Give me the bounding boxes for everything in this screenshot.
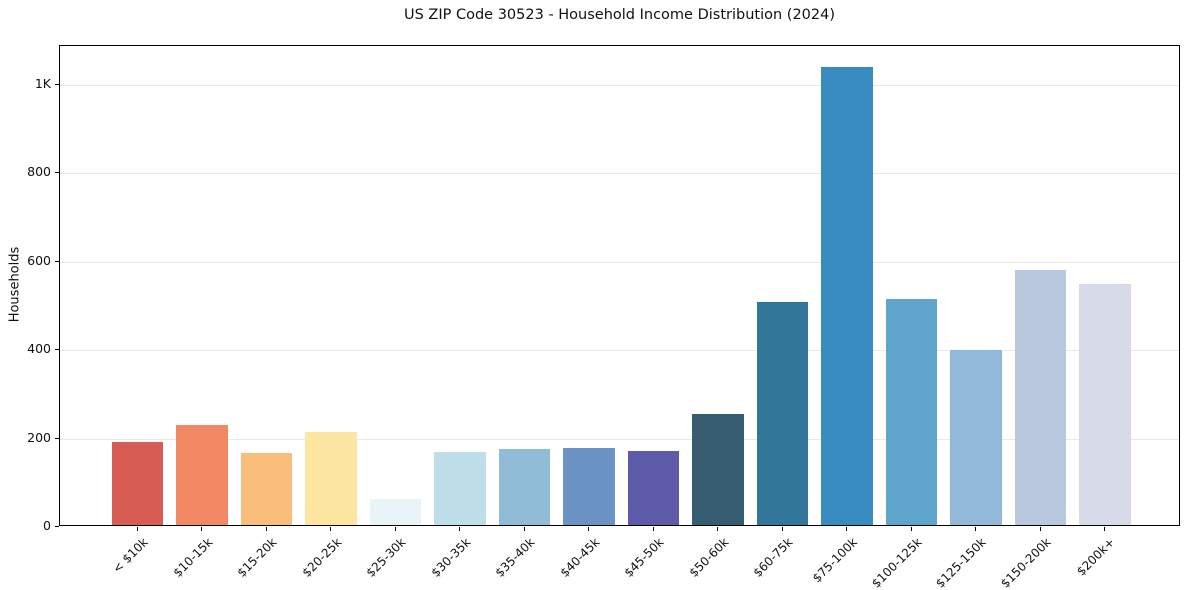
- gridline: [60, 173, 1179, 175]
- bar: [756, 301, 809, 525]
- y-tick-mark: [55, 83, 59, 85]
- x-tick-label: $10-15k: [170, 535, 215, 580]
- x-tick-label: < $10k: [109, 535, 151, 576]
- chart-title: US ZIP Code 30523 - Household Income Dis…: [403, 7, 836, 23]
- y-tick-label: 0: [43, 518, 51, 533]
- bar: [240, 452, 293, 525]
- x-tick-mark: [265, 527, 267, 531]
- x-tick-label: $35-40k: [492, 535, 538, 580]
- y-tick-mark: [55, 260, 59, 262]
- x-tick-mark: [910, 527, 912, 531]
- y-tick-label: 400: [27, 341, 51, 357]
- x-tick-mark: [1039, 527, 1041, 531]
- bar: [305, 431, 357, 525]
- x-tick-mark: [330, 527, 331, 531]
- x-tick-label: $45-50k: [621, 535, 667, 580]
- gridline: [60, 438, 1179, 440]
- bar: [1079, 283, 1131, 525]
- x-tick-mark: [652, 527, 654, 531]
- gridline: [60, 261, 1179, 263]
- x-tick-label: $75-100k: [809, 535, 860, 586]
- x-tick-mark: [1104, 527, 1105, 531]
- y-tick-label: 800: [27, 164, 51, 180]
- x-tick-mark: [717, 527, 718, 531]
- x-tick-label: $15-20k: [234, 535, 280, 580]
- bar: [434, 452, 486, 525]
- y-tick-mark: [55, 526, 59, 527]
- y-tick-label: 600: [27, 252, 51, 268]
- x-tick-mark: [201, 527, 202, 531]
- bar: [1014, 269, 1067, 525]
- y-tick-mark: [55, 437, 59, 439]
- x-tick-label: $50-60k: [686, 535, 731, 580]
- x-tick-label: $25-30k: [363, 535, 409, 580]
- x-tick-label: $150-200k: [997, 535, 1054, 590]
- bar: [176, 424, 228, 525]
- x-tick-mark: [459, 527, 460, 531]
- x-tick-label: $20-25k: [299, 535, 344, 580]
- bar: [821, 66, 873, 525]
- bar: [498, 449, 551, 525]
- gridline: [60, 84, 1179, 86]
- bar: [950, 350, 1002, 525]
- bar: [369, 498, 422, 525]
- x-tick-label: $200k+: [1074, 535, 1118, 579]
- y-tick-mark: [55, 172, 59, 174]
- x-tick-mark: [523, 527, 525, 531]
- plot-area: [59, 45, 1180, 526]
- x-tick-label: $125-150k: [933, 535, 989, 590]
- x-tick-mark: [588, 527, 589, 531]
- x-tick-mark: [846, 527, 847, 531]
- y-tick-label: 200: [27, 429, 51, 445]
- y-tick-mark: [55, 349, 59, 351]
- bar: [627, 450, 680, 525]
- x-tick-mark: [394, 527, 396, 531]
- bar: [885, 298, 938, 525]
- gridline: [60, 350, 1179, 352]
- x-tick-label: $40-45k: [557, 535, 602, 580]
- bar: [692, 414, 744, 525]
- x-tick-mark: [975, 527, 976, 531]
- bar: [563, 447, 615, 525]
- bar: [111, 442, 164, 525]
- x-tick-label: $30-35k: [428, 535, 473, 580]
- x-tick-mark: [781, 527, 783, 531]
- x-tick-mark: [136, 527, 138, 531]
- y-tick-label: 1K: [34, 75, 51, 91]
- x-tick-label: $100-125k: [868, 535, 925, 590]
- x-tick-label: $60-75k: [750, 535, 796, 580]
